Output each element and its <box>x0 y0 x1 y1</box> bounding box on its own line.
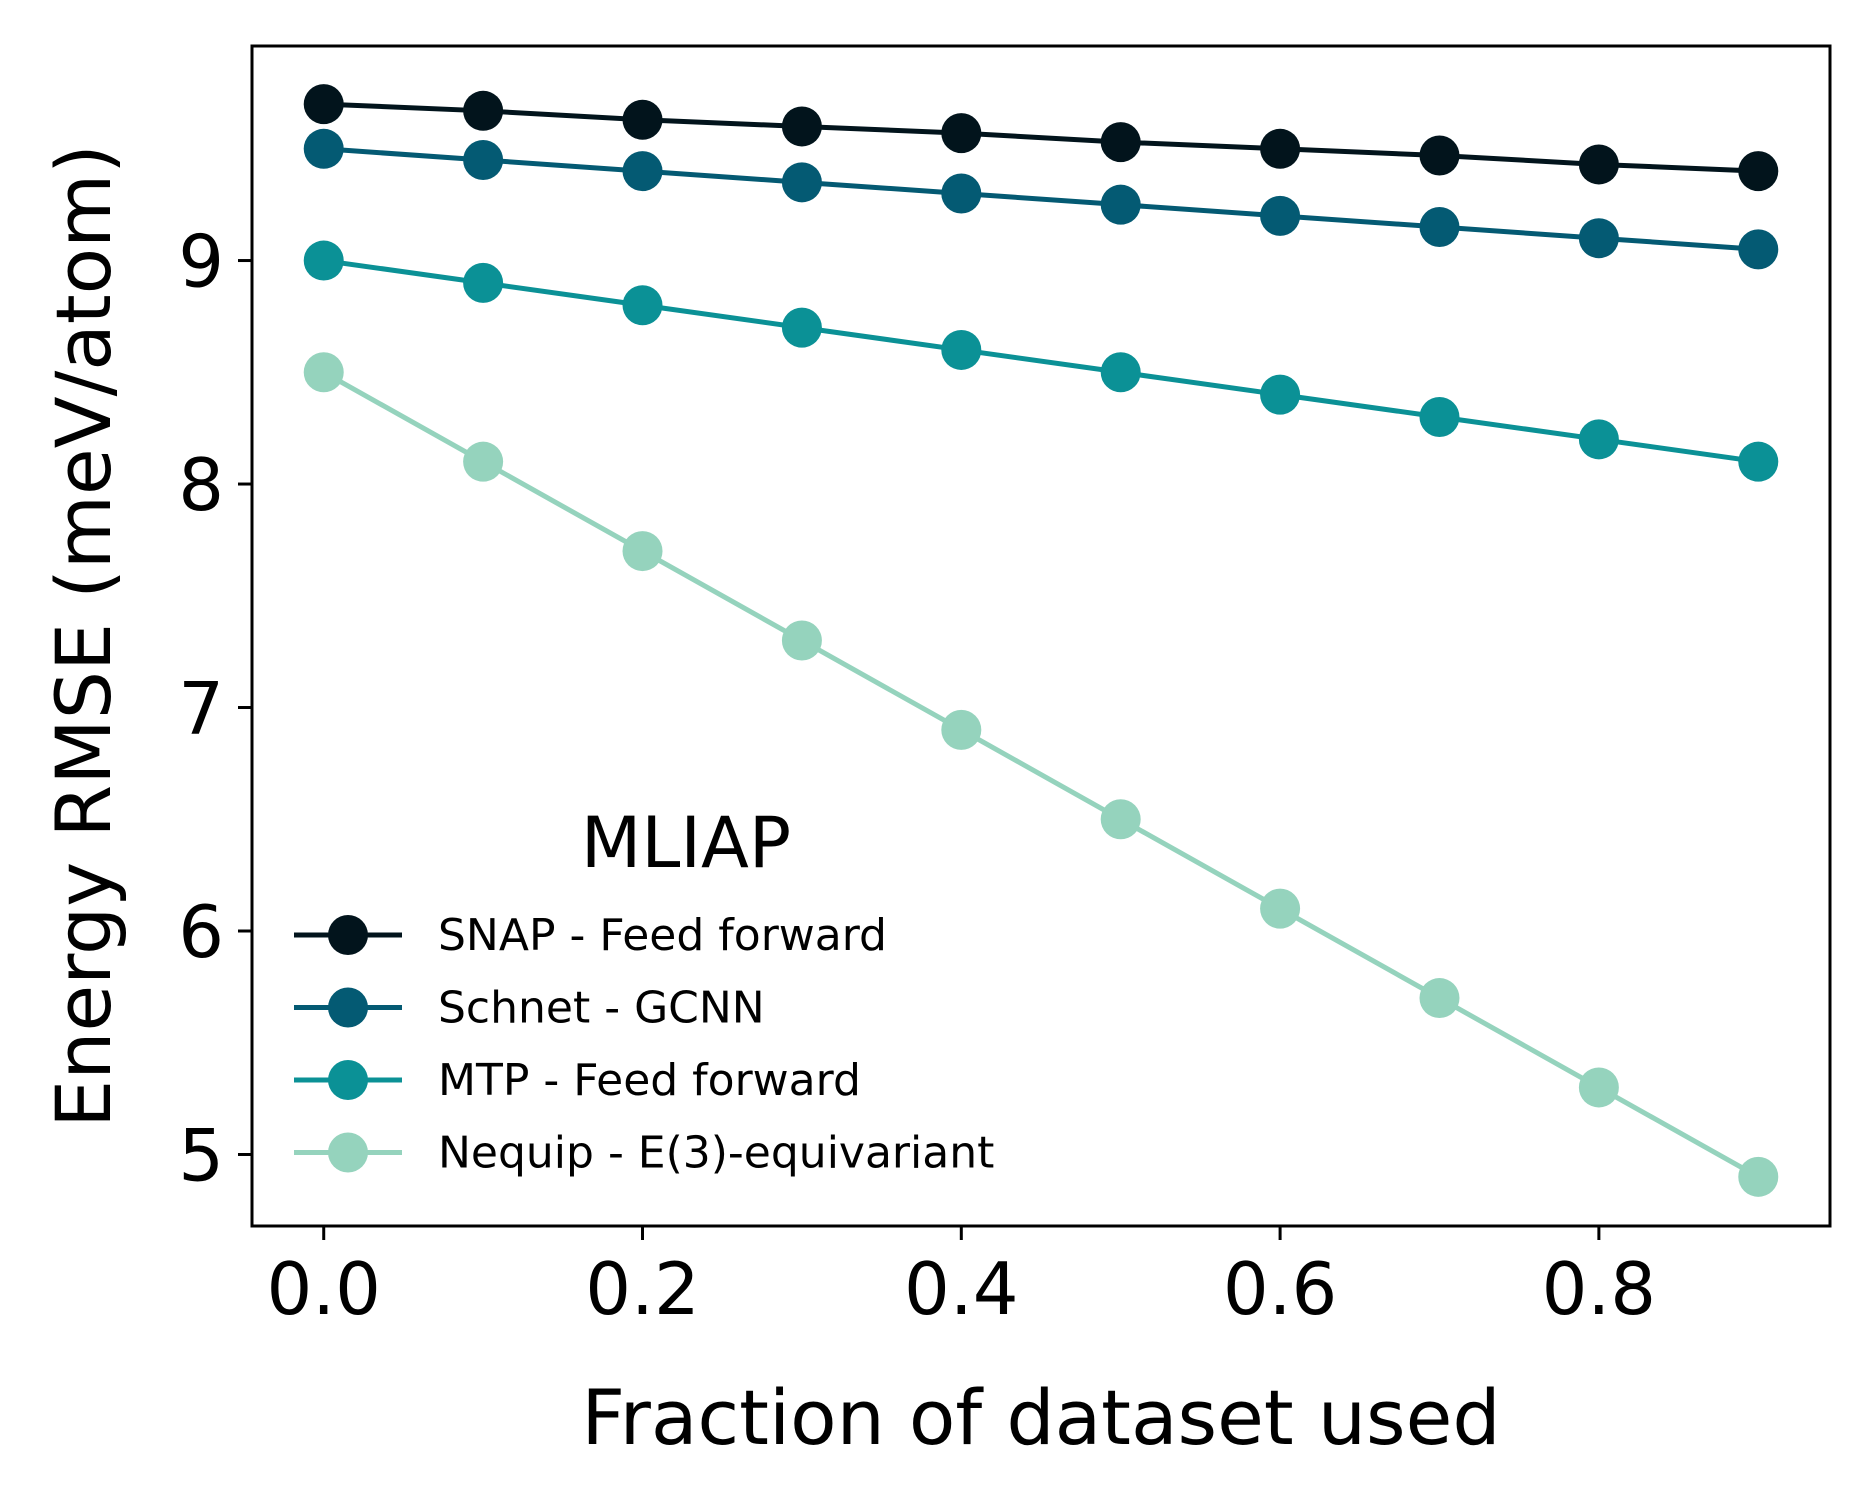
legend-marker <box>328 987 368 1028</box>
series-line <box>323 101 1759 174</box>
legend-entry: Nequip - E(3)-equivariant <box>294 1128 994 1179</box>
data-point <box>781 106 822 147</box>
data-point <box>781 620 822 661</box>
data-point <box>1100 122 1141 163</box>
y-tick-label: 7 <box>178 667 224 751</box>
x-tick-label: 0.4 <box>904 1247 1019 1331</box>
legend-marker <box>328 1060 368 1100</box>
series-1 <box>303 84 1779 192</box>
legend-entry: Schnet - GCNN <box>294 983 765 1034</box>
data-point <box>1578 419 1619 460</box>
legend-marker <box>328 1132 368 1173</box>
data-point <box>463 90 504 131</box>
y-tick-label: 9 <box>178 220 224 304</box>
data-point <box>1100 799 1141 840</box>
data-point <box>622 99 663 140</box>
data-point <box>941 173 982 214</box>
legend-entries: SNAP - Feed forward Schnet - GCNN MTP - Fe… <box>294 910 994 1179</box>
y-tick-label: 6 <box>178 890 224 974</box>
y-axis: 5 6 7 8 9 <box>178 220 252 1197</box>
legend-entry: MTP - Feed forward <box>294 1055 861 1106</box>
data-point <box>622 285 663 326</box>
series-3 <box>303 240 1779 482</box>
y-axis-label: Energy RMSE (meV/atom) <box>39 144 128 1128</box>
data-point <box>781 162 822 203</box>
x-tick-label: 0.6 <box>1223 1247 1338 1331</box>
data-point <box>1738 441 1779 482</box>
legend-label: Schnet - GCNN <box>438 983 765 1034</box>
series-line <box>323 146 1759 252</box>
series-4 <box>303 352 1779 1197</box>
data-point <box>781 307 822 348</box>
series-layer <box>303 84 1779 1197</box>
data-point <box>1260 128 1301 169</box>
data-point <box>303 84 344 125</box>
y-tick-label: 5 <box>178 1113 224 1197</box>
series-line <box>323 258 1759 465</box>
plot-area-frame <box>250 44 1832 1228</box>
data-point <box>1738 151 1779 192</box>
y-tick-label: 8 <box>178 443 224 527</box>
legend-title: MLIAP <box>581 802 791 884</box>
data-point <box>941 709 982 750</box>
data-point <box>622 151 663 192</box>
data-point <box>1738 1156 1779 1197</box>
data-point <box>1578 144 1619 185</box>
x-tick-label: 0.8 <box>1542 1247 1657 1331</box>
legend-label: Nequip - E(3)-equivariant <box>438 1128 994 1179</box>
legend-entry: SNAP - Feed forward <box>294 910 887 961</box>
legend-marker <box>328 915 368 955</box>
x-tick-label: 0.2 <box>585 1247 700 1331</box>
data-point <box>1578 218 1619 259</box>
x-tick-label: 0.0 <box>266 1247 381 1331</box>
data-point <box>463 441 504 482</box>
data-point <box>1738 229 1779 270</box>
data-point <box>1578 1067 1619 1108</box>
x-axis: 0.0 0.2 0.4 0.6 0.8 <box>266 1226 1656 1331</box>
legend-label: MTP - Feed forward <box>438 1055 861 1106</box>
data-point <box>463 139 504 180</box>
legend-label: SNAP - Feed forward <box>438 910 887 961</box>
data-point <box>1100 352 1141 393</box>
data-point <box>303 128 344 169</box>
data-point <box>1419 207 1460 248</box>
data-point <box>941 329 982 370</box>
x-axis-label: Fraction of dataset used <box>581 1373 1500 1462</box>
data-point <box>1260 888 1301 929</box>
series-2 <box>303 128 1779 270</box>
legend: MLIAP SNAP - Feed forward Schnet - GCNN MT… <box>294 802 994 1179</box>
data-point <box>622 531 663 572</box>
data-point <box>303 240 344 281</box>
data-point <box>1419 396 1460 437</box>
series-line <box>322 370 1760 1180</box>
data-point <box>1419 135 1460 176</box>
data-point <box>463 262 504 303</box>
data-point <box>1419 978 1460 1019</box>
data-point <box>1100 184 1141 225</box>
data-point <box>303 352 344 393</box>
data-point <box>1260 195 1301 236</box>
data-point <box>941 113 982 154</box>
data-point <box>1260 374 1301 415</box>
